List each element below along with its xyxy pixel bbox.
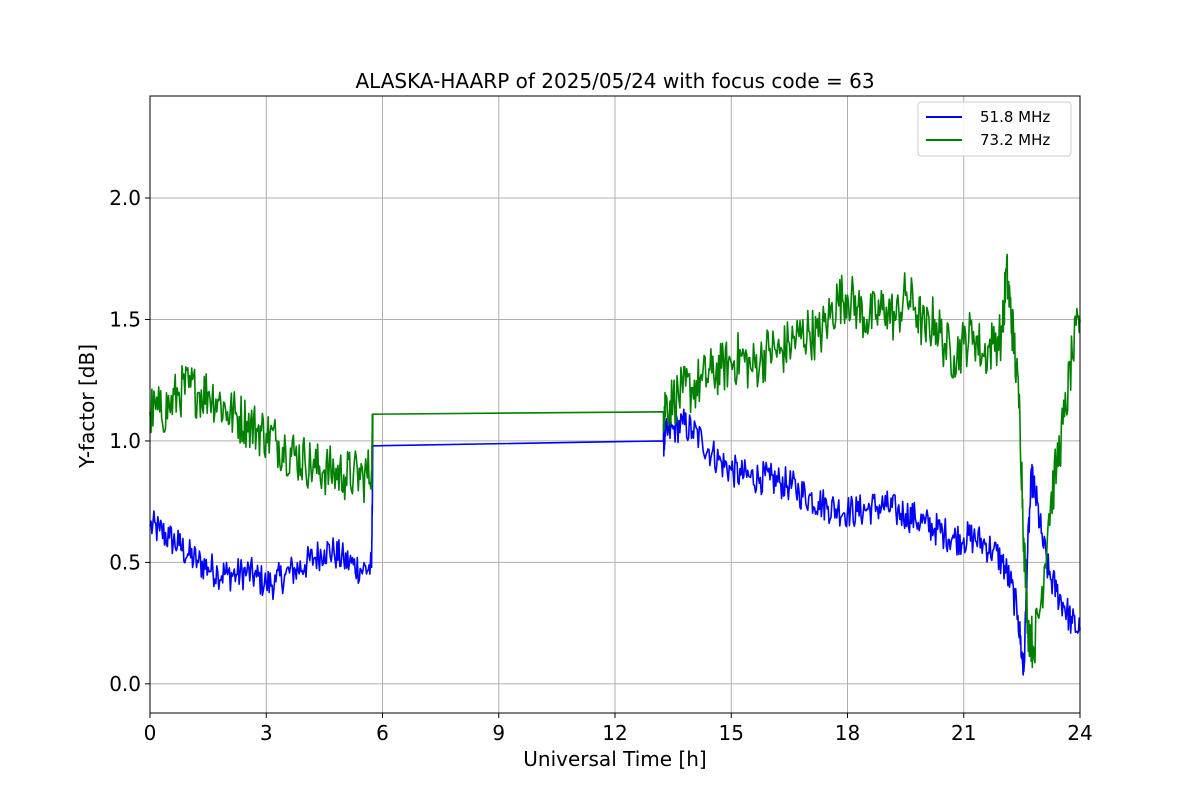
x-tick-label: 12 — [602, 721, 627, 745]
y-tick-label: 2.0 — [109, 186, 141, 210]
y-tick-label: 0.0 — [109, 672, 141, 696]
y-tick-label: 1.0 — [109, 429, 141, 453]
x-tick-label: 18 — [835, 721, 860, 745]
series-layer — [149, 253, 1081, 676]
x-tick-label: 21 — [951, 721, 976, 745]
x-tick-label: 9 — [492, 721, 505, 745]
legend-label-73-2: 73.2 MHz — [980, 131, 1050, 149]
x-tick-label: 0 — [144, 721, 157, 745]
series-line — [149, 253, 1081, 669]
legend: 51.8 MHz 73.2 MHz — [917, 101, 1072, 157]
y-axis-label: Y-factor [dB] — [75, 344, 99, 469]
x-tick-label: 6 — [376, 721, 389, 745]
legend-label-51-8: 51.8 MHz — [980, 108, 1050, 126]
ticks: 0 3 6 9 12 15 18 21 24 0.0 0.5 1.0 1.5 2.0 — [109, 186, 1093, 745]
x-tick-label: 24 — [1067, 721, 1092, 745]
chart-title: ALASKA-HAARP of 2025/05/24 with focus co… — [355, 69, 874, 93]
x-tick-label: 3 — [260, 721, 273, 745]
x-axis-label: Universal Time [h] — [523, 747, 706, 771]
x-tick-label: 15 — [719, 721, 744, 745]
series-line — [149, 408, 1081, 676]
legend-box — [917, 101, 1072, 157]
y-tick-label: 1.5 — [109, 307, 141, 331]
y-tick-label: 0.5 — [109, 550, 141, 574]
